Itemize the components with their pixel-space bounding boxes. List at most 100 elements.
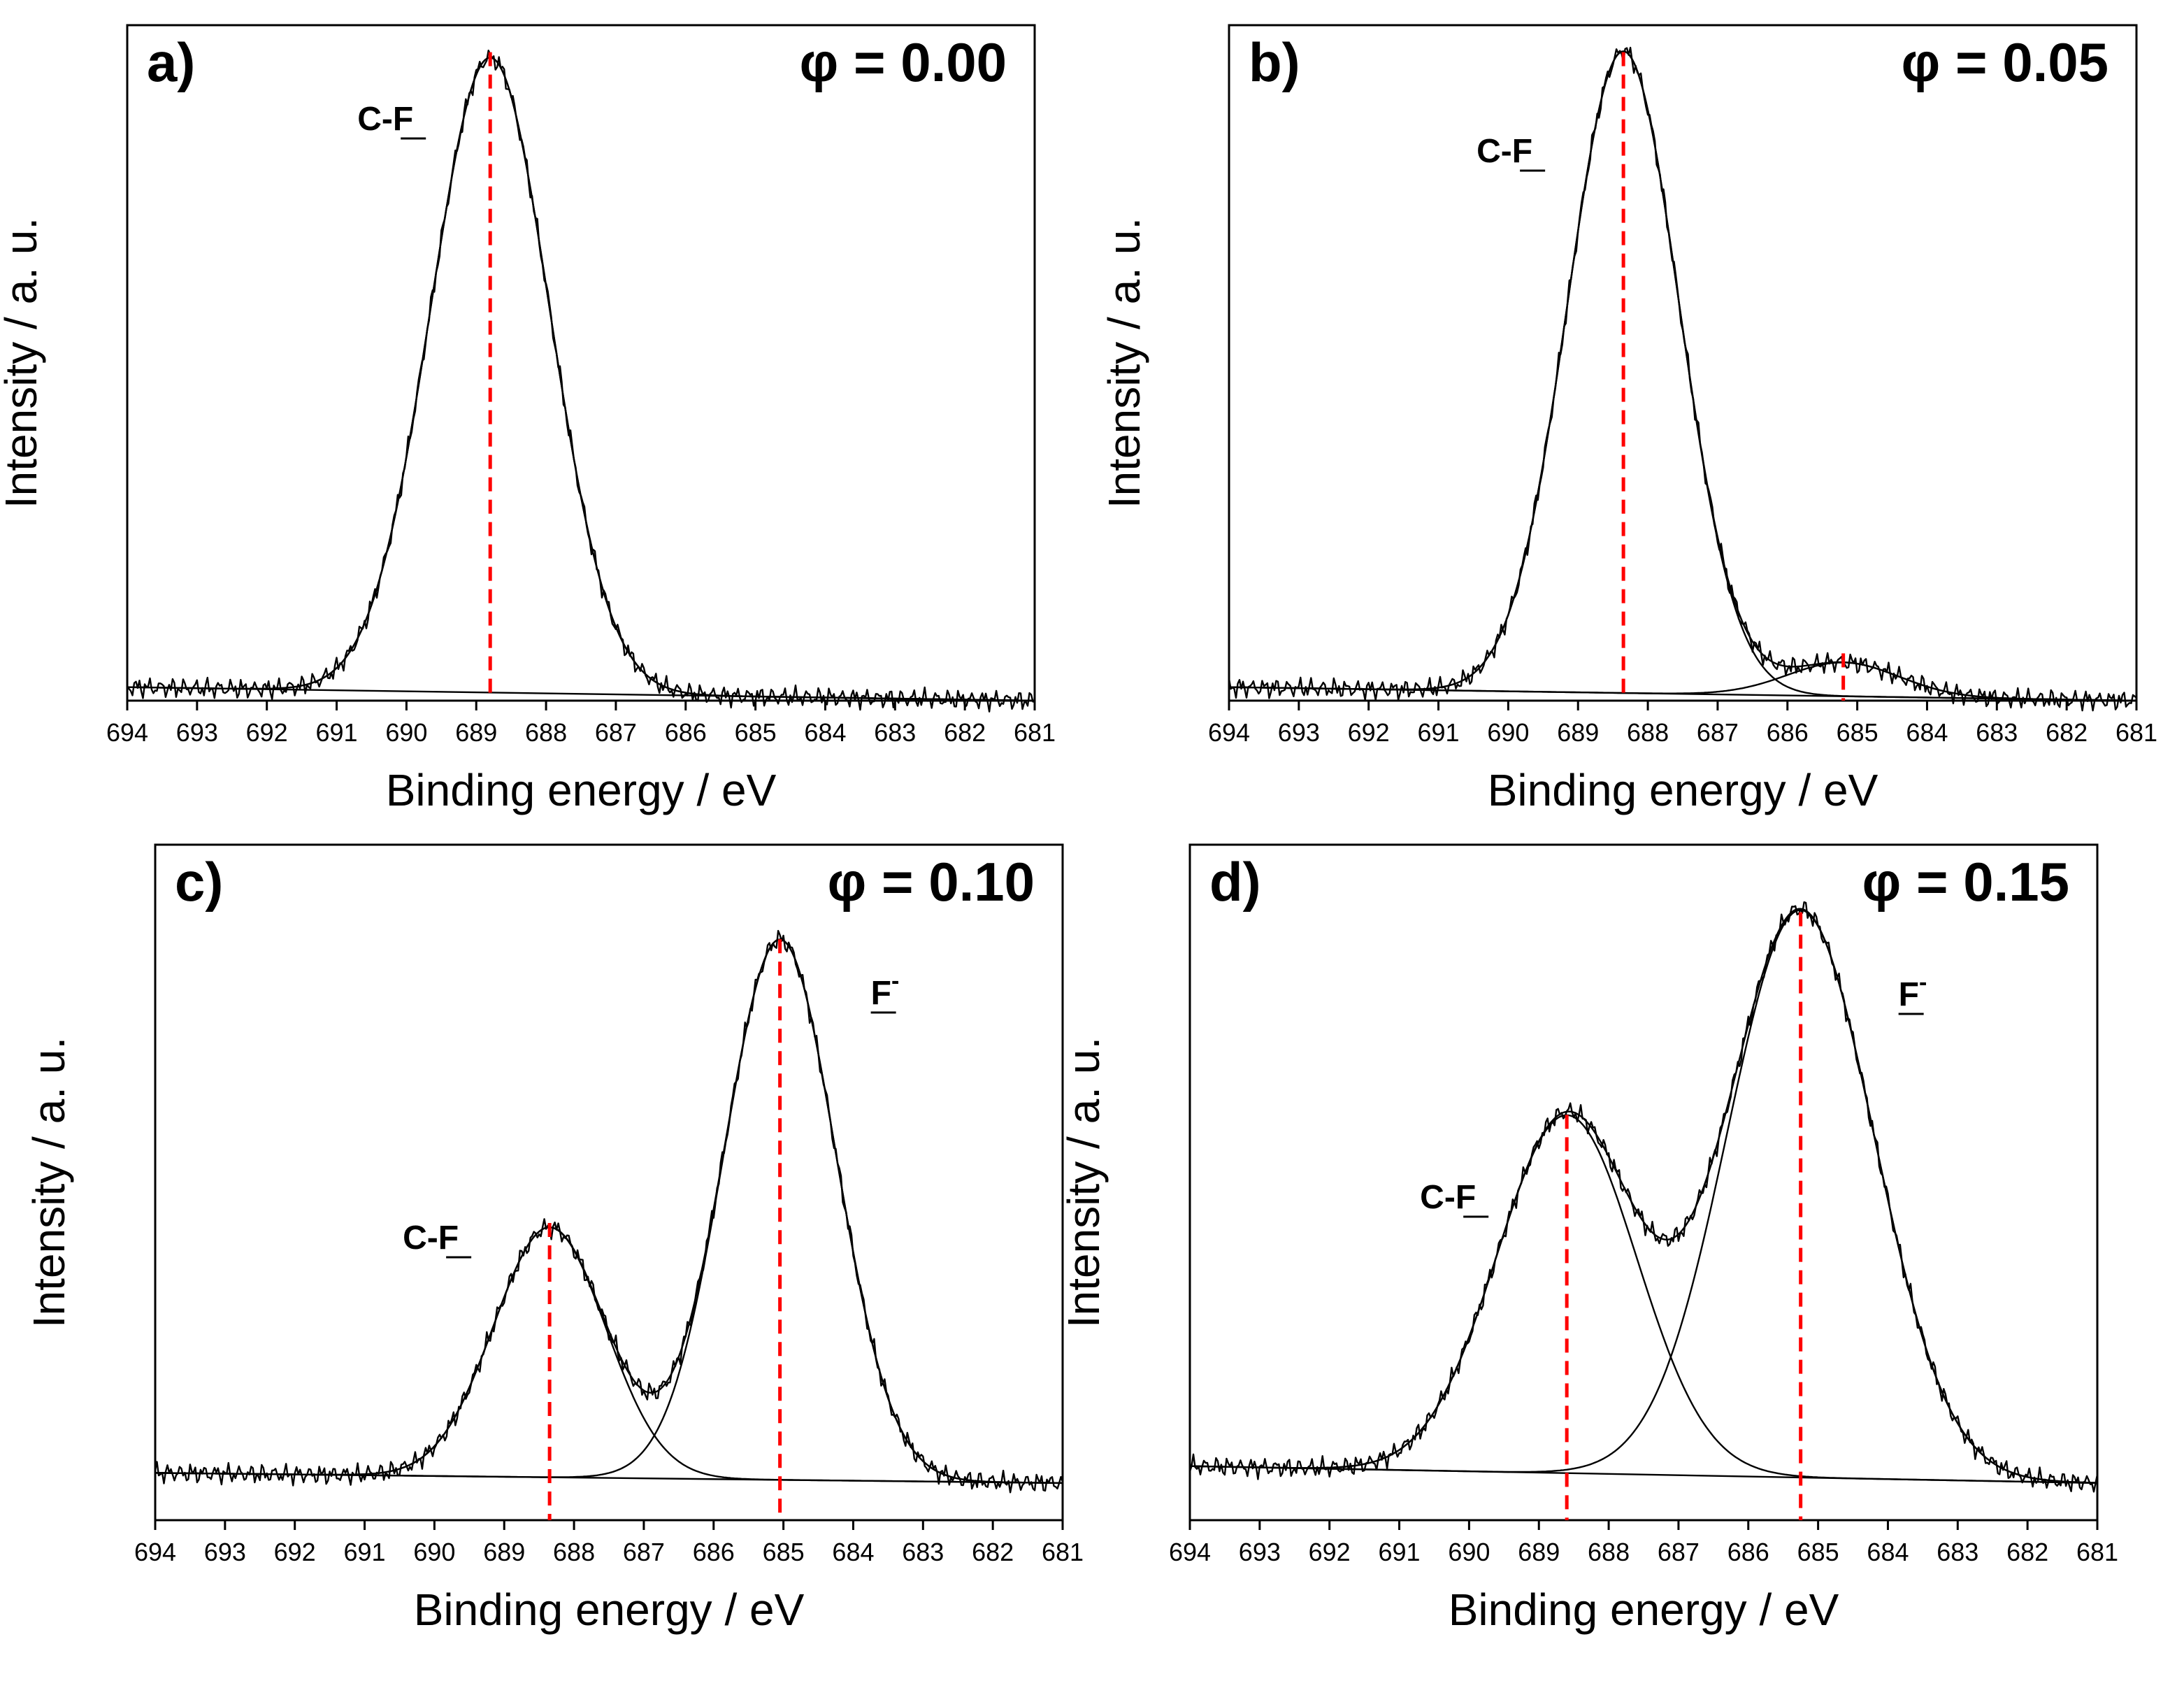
y-axis-title: Intensity / a. u.: [1099, 217, 1149, 508]
x-tick-label: 692: [1348, 718, 1390, 747]
x-axis-title: Binding energy / eV: [1488, 765, 1878, 815]
peak-label: C-F: [1477, 133, 1532, 170]
envelope-curve: [1189, 908, 2097, 1484]
envelope-curve: [1229, 50, 2136, 702]
panel-a: 694 693 692 691 690 689 688 687 686 685 684 683 682 6…: [0, 24, 1056, 815]
panel-d: 694 693 692 691 690 689 688 687 686 685 684 683 682 6…: [1058, 843, 2118, 1635]
x-tick-label: 688: [525, 718, 567, 747]
x-axis-title: Binding energy / eV: [1449, 1585, 1839, 1635]
x-tick-label: 689: [1557, 718, 1599, 747]
x-tick-label: 686: [693, 1538, 735, 1566]
x-tick-label: 683: [902, 1538, 944, 1566]
x-tick-label: 688: [1588, 1538, 1630, 1566]
x-tick-label: 694: [1208, 718, 1250, 747]
x-tick-label: 694: [1169, 1538, 1211, 1566]
x-tick-label: 689: [483, 1538, 525, 1566]
y-axis-title: Intensity / a. u.: [24, 1037, 74, 1328]
peak-label: F-: [1899, 969, 1927, 1013]
x-axis-title: Binding energy / eV: [386, 765, 777, 815]
x-tick-label: 683: [1937, 1538, 1978, 1566]
component-curve-1: [1229, 50, 2136, 702]
x-tick-label: 690: [1448, 1538, 1490, 1566]
x-tick-label: 694: [134, 1538, 176, 1566]
peak-label: F-: [871, 968, 900, 1012]
x-tick-label: 685: [1797, 1538, 1839, 1566]
x-axis-title: Binding energy / eV: [414, 1585, 805, 1635]
x-tick-label: 682: [944, 718, 986, 747]
x-tick-label: 685: [763, 1538, 805, 1566]
x-tick-label: 681: [2115, 718, 2157, 747]
x-tick-label: 692: [274, 1538, 316, 1566]
x-tick-label: 682: [972, 1538, 1014, 1566]
envelope-curve: [155, 938, 1063, 1485]
x-tick-label: 681: [1042, 1538, 1084, 1566]
y-axis-title: Intensity / a. u.: [1058, 1037, 1109, 1328]
experimental-spectrum: [126, 50, 1035, 713]
x-tick-label: 684: [1906, 718, 1948, 747]
x-tick-label: 681: [1014, 718, 1056, 747]
x-tick-label: 687: [1658, 1538, 1700, 1566]
x-tick-label: 682: [2006, 1538, 2048, 1566]
x-tick-label: 688: [553, 1538, 595, 1566]
x-tick-label: 694: [106, 718, 148, 747]
peak-label: C-F: [1420, 1179, 1476, 1216]
plot-frame: [154, 843, 1064, 1522]
phi-label: φ = 0.05: [1902, 31, 2109, 93]
experimental-spectrum: [1188, 901, 2099, 1493]
x-tick-label: 690: [1487, 718, 1529, 747]
x-tick-label: 681: [2076, 1538, 2118, 1566]
x-tick-label: 682: [2046, 718, 2088, 747]
x-tick-label: 687: [1697, 718, 1739, 747]
x-tick-label: 686: [665, 718, 707, 747]
x-tick-label: 693: [176, 718, 218, 747]
phi-label: φ = 0.15: [1862, 851, 2070, 913]
x-tick-label: 692: [1309, 1538, 1351, 1566]
y-axis-title: Intensity / a. u.: [0, 217, 46, 508]
plot-frame: [1188, 843, 2099, 1522]
panel-label: a): [147, 31, 195, 93]
component-curve-2: [155, 938, 1063, 1485]
x-tick-label: 691: [343, 1538, 385, 1566]
envelope-curve: [127, 57, 1035, 702]
x-tick-label: 690: [385, 718, 427, 747]
x-tick-label: 687: [623, 1538, 665, 1566]
plot-frame: [126, 24, 1036, 702]
panel-label: c): [175, 851, 223, 913]
peak-label: C-F: [403, 1219, 459, 1257]
x-tick-label: 691: [315, 718, 357, 747]
x-tick-label: 690: [413, 1538, 455, 1566]
experimental-spectrum: [1228, 46, 2137, 712]
experimental-spectrum: [154, 929, 1064, 1494]
x-tick-label: 685: [1837, 718, 1878, 747]
x-tick-label: 685: [735, 718, 777, 747]
panel-label: b): [1249, 31, 1300, 93]
x-tick-label: 691: [1417, 718, 1459, 747]
panel-label: d): [1209, 851, 1261, 913]
x-tick-label: 684: [832, 1538, 874, 1566]
x-tick-label: 693: [1239, 1538, 1281, 1566]
x-tick-label: 683: [1976, 718, 2018, 747]
x-tick-label: 691: [1378, 1538, 1420, 1566]
phi-label: φ = 0.00: [800, 31, 1007, 93]
x-tick-label: 684: [1867, 1538, 1909, 1566]
component-curve-1: [155, 1226, 1063, 1485]
x-tick-label: 686: [1727, 1538, 1769, 1566]
x-tick-label: 687: [595, 718, 637, 747]
peak-label: C-F: [357, 101, 413, 138]
x-tick-label: 686: [1767, 718, 1809, 747]
plot-frame: [1228, 24, 2138, 702]
x-tick-label: 683: [874, 718, 916, 747]
panel-c: 694 693 692 691 690 689 688 687 686 685 684 683 682 6…: [24, 843, 1084, 1635]
phi-label: φ = 0.10: [828, 851, 1035, 913]
x-tick-label: 693: [1278, 718, 1320, 747]
x-tick-label: 692: [246, 718, 288, 747]
x-tick-label: 684: [804, 718, 846, 747]
x-tick-label: 688: [1627, 718, 1669, 747]
x-tick-label: 689: [455, 718, 497, 747]
panel-b: 694 693 692 691 690 689 688 687 686 685 684 683 682 6…: [1099, 24, 2157, 815]
x-tick-label: 689: [1518, 1538, 1560, 1566]
component-curve-2: [1189, 909, 2097, 1484]
component-curve-1: [127, 57, 1035, 702]
x-tick-label: 693: [204, 1538, 246, 1566]
